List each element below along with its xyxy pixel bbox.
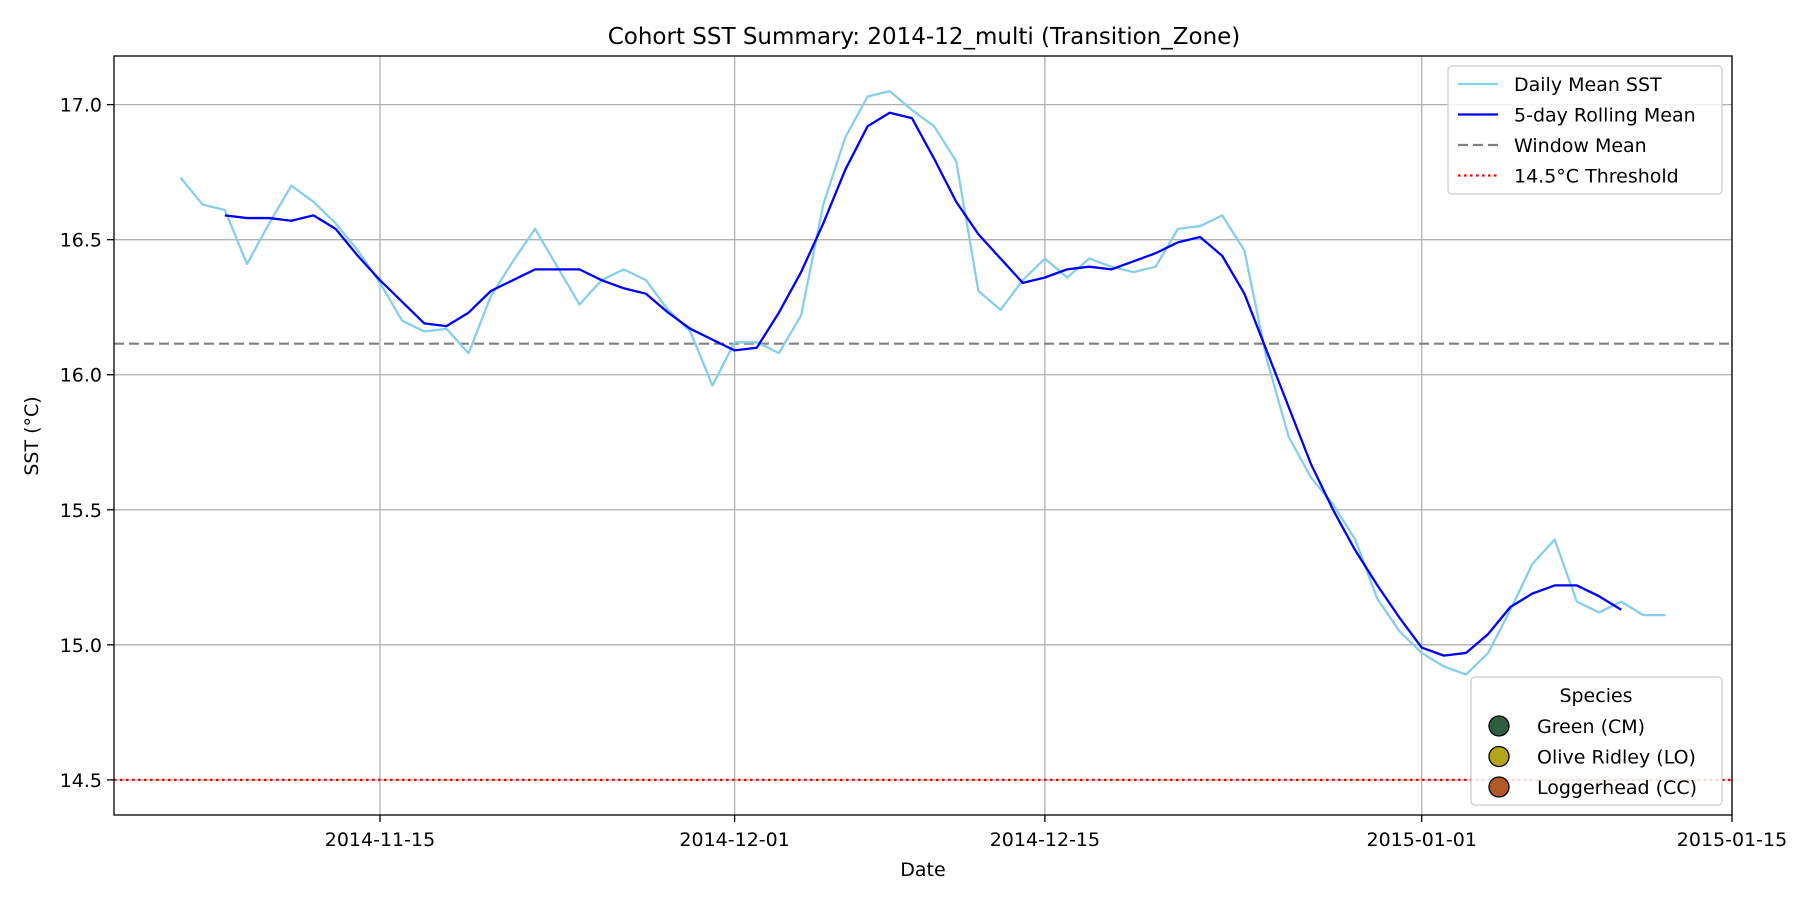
chart-title: Cohort SST Summary: 2014-12_multi (Trans… — [608, 24, 1241, 50]
legend-label-14-5-c-threshold[interactable]: 14.5°C Threshold — [1514, 166, 1679, 188]
x-tick-label: 2015-01-15 — [1677, 829, 1787, 851]
daily-mean-sst-line — [179, 89, 1666, 676]
x-tick-label: 2014-12-15 — [990, 829, 1100, 851]
data-series — [179, 89, 1666, 676]
species-marker-olive-ridley-lo — [1488, 745, 1510, 768]
legend-label-5-day-rolling-mean[interactable]: 5-day Rolling Mean — [1514, 105, 1696, 127]
x-tick-label: 2014-11-15 — [325, 829, 435, 851]
species-legend-box — [1470, 676, 1723, 806]
x-axis-ticks: 2014-11-15 2014-12-01 2014-12-15 2015-01-01… — [325, 815, 1787, 851]
y-axis-ticks: 14.5 15.0 15.5 16.0 16.5 17.0 — [60, 95, 114, 792]
x-tick-label: 2014-12-01 — [679, 829, 789, 851]
y-tick-label: 17.0 — [60, 95, 102, 117]
species-marker-loggerhead-cc — [1488, 776, 1510, 798]
5-day-rolling-mean-line — [224, 111, 1622, 657]
species-label-green-cm[interactable]: Green (CM) — [1537, 716, 1645, 738]
species-marker-green-cm — [1488, 715, 1510, 737]
species-label-loggerhead-cc[interactable]: Loggerhead (CC) — [1537, 777, 1697, 799]
legend-box — [1447, 65, 1723, 195]
y-tick-label: 16.0 — [60, 365, 102, 387]
plot-frame — [113, 55, 1733, 816]
species-legend-title: Species — [1559, 685, 1632, 707]
y-axis-label: SST (°C) — [21, 396, 43, 475]
x-axis-label: Date — [900, 859, 945, 881]
y-tick-label: 14.5 — [60, 770, 102, 792]
y-tick-label: 15.0 — [60, 635, 102, 657]
y-tick-label: 16.5 — [60, 230, 102, 252]
species-legend[interactable]: Species Green (CM) Olive Ridley (LO) Logger… — [1470, 676, 1723, 806]
legend-label-window-mean[interactable]: Window Mean — [1514, 135, 1647, 157]
series-legend[interactable]: Daily Mean SST 5-day Rolling Mean Window M… — [1447, 65, 1723, 195]
species-label-olive-ridley-lo[interactable]: Olive Ridley (LO) — [1537, 747, 1696, 769]
y-tick-label: 15.5 — [60, 500, 102, 522]
legend-label-daily-mean-sst[interactable]: Daily Mean SST — [1514, 74, 1662, 96]
x-tick-label: 2015-01-01 — [1366, 829, 1476, 851]
